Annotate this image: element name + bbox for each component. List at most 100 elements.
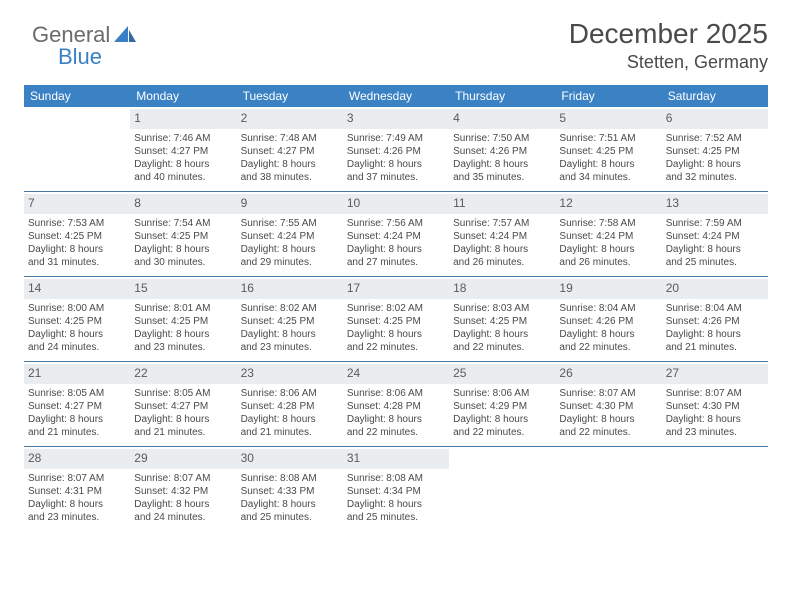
calendar-cell: 14Sunrise: 8:00 AMSunset: 4:25 PMDayligh…	[24, 277, 130, 361]
sunrise-text: Sunrise: 8:07 AM	[559, 387, 657, 400]
calendar-cell: 16Sunrise: 8:02 AMSunset: 4:25 PMDayligh…	[237, 277, 343, 361]
calendar-cell: 27Sunrise: 8:07 AMSunset: 4:30 PMDayligh…	[662, 362, 768, 446]
day-number: 26	[555, 364, 661, 384]
day-number: 9	[237, 194, 343, 214]
brand-logo: General Blue	[32, 22, 136, 48]
daylight-text: Daylight: 8 hours	[134, 328, 232, 341]
daylight-text: Daylight: 8 hours	[134, 413, 232, 426]
calendar-cell: 17Sunrise: 8:02 AMSunset: 4:25 PMDayligh…	[343, 277, 449, 361]
day-number: 16	[237, 279, 343, 299]
daylight-text: and 37 minutes.	[347, 171, 445, 184]
sunrise-text: Sunrise: 7:50 AM	[453, 132, 551, 145]
day-number: 5	[555, 109, 661, 129]
day-number: 6	[662, 109, 768, 129]
sunrise-text: Sunrise: 8:07 AM	[28, 472, 126, 485]
sunrise-text: Sunrise: 7:58 AM	[559, 217, 657, 230]
day-header: Wednesday	[343, 85, 449, 107]
daylight-text: and 38 minutes.	[241, 171, 339, 184]
daylight-text: and 23 minutes.	[666, 426, 764, 439]
sunrise-text: Sunrise: 7:51 AM	[559, 132, 657, 145]
day-number: 22	[130, 364, 236, 384]
calendar-cell: 11Sunrise: 7:57 AMSunset: 4:24 PMDayligh…	[449, 192, 555, 276]
day-number: 14	[24, 279, 130, 299]
location-subtitle: Stetten, Germany	[24, 52, 768, 73]
calendar-cell: 31Sunrise: 8:08 AMSunset: 4:34 PMDayligh…	[343, 447, 449, 531]
daylight-text: Daylight: 8 hours	[666, 243, 764, 256]
sunset-text: Sunset: 4:24 PM	[666, 230, 764, 243]
day-number: 13	[662, 194, 768, 214]
day-header: Sunday	[24, 85, 130, 107]
daylight-text: Daylight: 8 hours	[453, 328, 551, 341]
calendar-cell: 12Sunrise: 7:58 AMSunset: 4:24 PMDayligh…	[555, 192, 661, 276]
daylight-text: Daylight: 8 hours	[666, 413, 764, 426]
sunrise-text: Sunrise: 8:03 AM	[453, 302, 551, 315]
daylight-text: Daylight: 8 hours	[666, 328, 764, 341]
calendar-cell: 21Sunrise: 8:05 AMSunset: 4:27 PMDayligh…	[24, 362, 130, 446]
day-number: 18	[449, 279, 555, 299]
sunset-text: Sunset: 4:27 PM	[241, 145, 339, 158]
sunrise-text: Sunrise: 7:56 AM	[347, 217, 445, 230]
sunrise-text: Sunrise: 7:54 AM	[134, 217, 232, 230]
calendar-week: 1Sunrise: 7:46 AMSunset: 4:27 PMDaylight…	[24, 107, 768, 192]
sunrise-text: Sunrise: 7:52 AM	[666, 132, 764, 145]
sunset-text: Sunset: 4:28 PM	[241, 400, 339, 413]
daylight-text: Daylight: 8 hours	[347, 158, 445, 171]
calendar-cell: 6Sunrise: 7:52 AMSunset: 4:25 PMDaylight…	[662, 107, 768, 191]
daylight-text: Daylight: 8 hours	[453, 158, 551, 171]
day-number: 28	[24, 449, 130, 469]
daylight-text: and 22 minutes.	[559, 426, 657, 439]
daylight-text: Daylight: 8 hours	[559, 413, 657, 426]
calendar-cell: 23Sunrise: 8:06 AMSunset: 4:28 PMDayligh…	[237, 362, 343, 446]
sunset-text: Sunset: 4:26 PM	[666, 315, 764, 328]
sunrise-text: Sunrise: 7:57 AM	[453, 217, 551, 230]
day-number: 10	[343, 194, 449, 214]
sunrise-text: Sunrise: 7:49 AM	[347, 132, 445, 145]
sunset-text: Sunset: 4:34 PM	[347, 485, 445, 498]
daylight-text: and 40 minutes.	[134, 171, 232, 184]
day-header: Friday	[555, 85, 661, 107]
calendar-cell: 5Sunrise: 7:51 AMSunset: 4:25 PMDaylight…	[555, 107, 661, 191]
calendar-cell: 15Sunrise: 8:01 AMSunset: 4:25 PMDayligh…	[130, 277, 236, 361]
sunrise-text: Sunrise: 8:06 AM	[347, 387, 445, 400]
sunrise-text: Sunrise: 8:07 AM	[666, 387, 764, 400]
calendar-cell: 30Sunrise: 8:08 AMSunset: 4:33 PMDayligh…	[237, 447, 343, 531]
sunrise-text: Sunrise: 8:00 AM	[28, 302, 126, 315]
daylight-text: and 22 minutes.	[347, 341, 445, 354]
day-number: 25	[449, 364, 555, 384]
daylight-text: Daylight: 8 hours	[28, 243, 126, 256]
brand-text-2: Blue	[58, 44, 102, 70]
sunset-text: Sunset: 4:26 PM	[347, 145, 445, 158]
day-number: 7	[24, 194, 130, 214]
sunrise-text: Sunrise: 7:53 AM	[28, 217, 126, 230]
daylight-text: Daylight: 8 hours	[347, 328, 445, 341]
daylight-text: and 31 minutes.	[28, 256, 126, 269]
sunset-text: Sunset: 4:27 PM	[28, 400, 126, 413]
calendar-cell: 25Sunrise: 8:06 AMSunset: 4:29 PMDayligh…	[449, 362, 555, 446]
sunrise-text: Sunrise: 7:46 AM	[134, 132, 232, 145]
sunset-text: Sunset: 4:25 PM	[453, 315, 551, 328]
calendar-cell: 1Sunrise: 7:46 AMSunset: 4:27 PMDaylight…	[130, 107, 236, 191]
sunset-text: Sunset: 4:25 PM	[28, 315, 126, 328]
daylight-text: and 22 minutes.	[347, 426, 445, 439]
day-number: 19	[555, 279, 661, 299]
day-header: Saturday	[662, 85, 768, 107]
calendar-cell: 9Sunrise: 7:55 AMSunset: 4:24 PMDaylight…	[237, 192, 343, 276]
day-number: 23	[237, 364, 343, 384]
sunset-text: Sunset: 4:29 PM	[453, 400, 551, 413]
daylight-text: Daylight: 8 hours	[241, 498, 339, 511]
sunset-text: Sunset: 4:27 PM	[134, 400, 232, 413]
calendar-cell	[24, 107, 130, 191]
daylight-text: Daylight: 8 hours	[453, 243, 551, 256]
sunset-text: Sunset: 4:26 PM	[453, 145, 551, 158]
daylight-text: and 23 minutes.	[241, 341, 339, 354]
calendar-week: 28Sunrise: 8:07 AMSunset: 4:31 PMDayligh…	[24, 447, 768, 531]
daylight-text: Daylight: 8 hours	[28, 413, 126, 426]
daylight-text: and 30 minutes.	[134, 256, 232, 269]
sunrise-text: Sunrise: 8:07 AM	[134, 472, 232, 485]
sunset-text: Sunset: 4:31 PM	[28, 485, 126, 498]
day-number: 15	[130, 279, 236, 299]
sunrise-text: Sunrise: 8:08 AM	[347, 472, 445, 485]
daylight-text: Daylight: 8 hours	[241, 243, 339, 256]
calendar-cell: 4Sunrise: 7:50 AMSunset: 4:26 PMDaylight…	[449, 107, 555, 191]
daylight-text: and 25 minutes.	[241, 511, 339, 524]
